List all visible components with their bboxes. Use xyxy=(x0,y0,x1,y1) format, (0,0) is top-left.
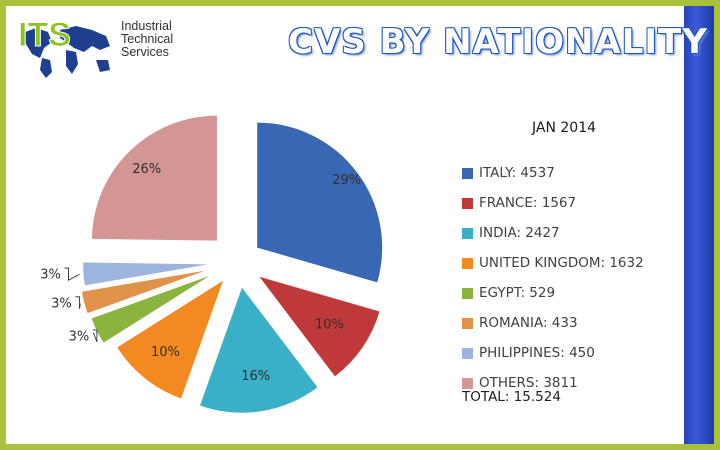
pie-slice-philippines xyxy=(83,262,209,286)
pie-data-label: 26% xyxy=(132,162,161,177)
legend-item: PHILIPPINES: 450 xyxy=(462,338,644,368)
logo-line-1: Industrial xyxy=(121,19,172,33)
legend-label: ITALY: 4537 xyxy=(479,165,555,181)
legend-item: ITALY: 4537 xyxy=(462,158,644,188)
pie-slice-egypt xyxy=(91,276,210,343)
legend-swatch xyxy=(462,287,473,299)
label-leader-line xyxy=(75,296,81,309)
pie-slice-india xyxy=(200,287,318,413)
legend-swatch xyxy=(462,257,473,269)
legend-label: EGYPT: 529 xyxy=(479,285,556,301)
legend-item: ROMANIA: 433 xyxy=(462,308,644,338)
label-leader-line xyxy=(64,267,80,281)
legend-swatch xyxy=(462,347,473,359)
pie-data-label: 29% xyxy=(332,173,361,188)
decorative-side-bar xyxy=(684,6,714,444)
legend-label: PHILIPPINES: 450 xyxy=(479,345,595,361)
chart-legend: ITALY: 4537 FRANCE: 1567 INDIA: 2427 UNITED… xyxy=(462,158,644,398)
pie-chart: 29% 10% 16% 10% 3% 3% 3% 26% xyxy=(40,115,383,413)
total-label: TOTAL: 15.524 xyxy=(462,389,561,405)
legend-label: OTHERS: 3811 xyxy=(479,375,578,391)
legend-item: EGYPT: 529 xyxy=(462,278,644,308)
pie-data-label: 3% xyxy=(40,268,61,283)
legend-swatch xyxy=(462,377,473,389)
pie-slice-france xyxy=(259,276,380,377)
legend-swatch xyxy=(462,227,473,239)
label-leader-line xyxy=(92,329,98,343)
chart-subtitle: JAN 2014 xyxy=(532,120,597,136)
logo-line-3: Services xyxy=(121,45,169,59)
legend-label: FRANCE: 1567 xyxy=(479,195,577,211)
its-logo-icon: ITS xyxy=(18,16,110,78)
logo-wordmark: Industrial Technical Services xyxy=(121,20,201,59)
legend-label: UNITED KINGDOM: 1632 xyxy=(479,255,644,271)
legend-item: UNITED KINGDOM: 1632 xyxy=(462,248,644,278)
legend-item: INDIA: 2427 xyxy=(462,218,644,248)
pie-slice-italy xyxy=(257,122,383,283)
legend-label: ROMANIA: 433 xyxy=(479,315,578,331)
pie-data-label: 3% xyxy=(51,296,72,311)
page-title: CVS BY NATIONALITY xyxy=(288,22,708,62)
legend-swatch xyxy=(462,167,473,179)
legend-item: FRANCE: 1567 xyxy=(462,188,644,218)
logo-line-2: Technical xyxy=(121,32,174,46)
world-map-icon xyxy=(20,26,110,78)
pie-slice-others xyxy=(91,115,217,241)
pie-slice-romania xyxy=(81,270,206,314)
pie-data-label: 3% xyxy=(69,329,90,344)
legend-swatch xyxy=(462,317,473,329)
pie-data-label: 10% xyxy=(315,317,344,332)
logo-mark-text: ITS xyxy=(18,16,71,54)
legend-swatch xyxy=(462,197,473,209)
legend-item: OTHERS: 3811 xyxy=(462,368,644,398)
pie-data-label: 10% xyxy=(151,345,180,360)
pie-slice-united-kingdom xyxy=(117,280,223,399)
pie-data-label: 16% xyxy=(241,369,270,384)
legend-label: INDIA: 2427 xyxy=(479,225,560,241)
